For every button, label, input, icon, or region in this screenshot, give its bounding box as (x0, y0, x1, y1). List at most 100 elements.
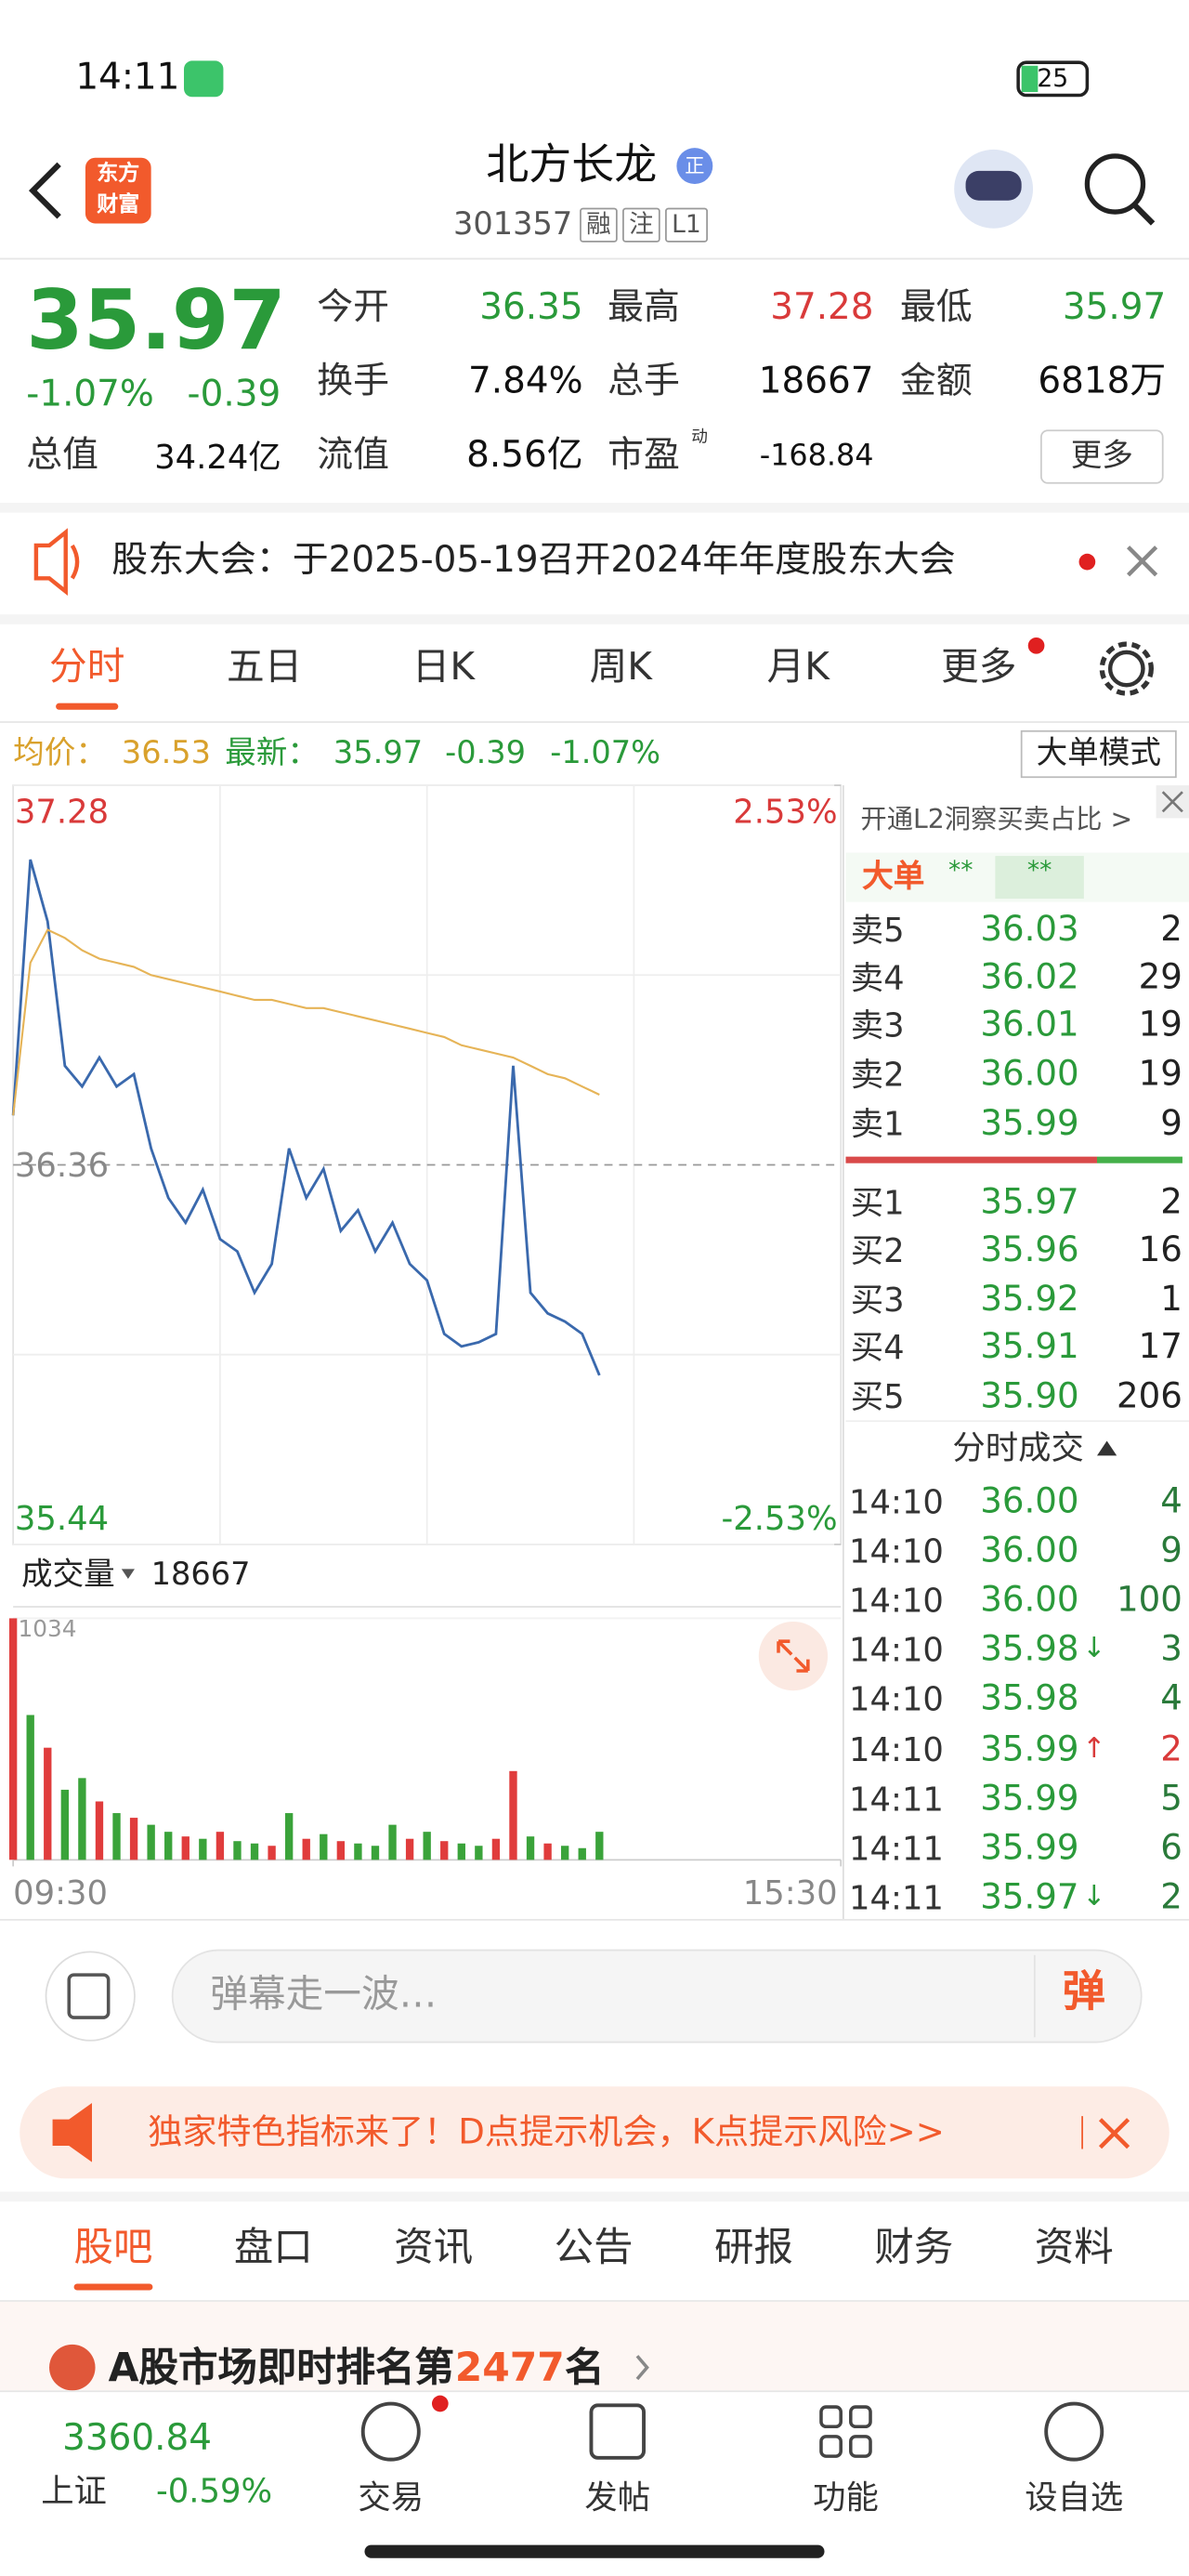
y-tick-label: 35.44 (14, 1498, 110, 1538)
banner-bg[interactable] (20, 2086, 1169, 2179)
stock-tag: 融 (580, 207, 618, 243)
volume-bar (354, 1843, 362, 1860)
volume-bar (44, 1747, 52, 1860)
big-order-value: ** (947, 855, 973, 886)
trade-volume: 5 (1160, 1778, 1182, 1818)
quote-value: 6818万 (1038, 361, 1167, 403)
volume-bar (112, 1813, 121, 1860)
book-volume: 19 (1138, 1054, 1182, 1094)
y2-tick-label: -2.53% (721, 1498, 838, 1538)
search-icon[interactable] (1084, 153, 1146, 215)
comment-input[interactable] (171, 1949, 1143, 2044)
banner-text[interactable]: 独家特色指标来了！D点提示机会，K点提示风险>> (148, 2111, 945, 2152)
volume-bar (509, 1770, 517, 1860)
expand-arrows (777, 1639, 810, 1673)
index-name: 上证 (41, 2471, 107, 2511)
chart-tab[interactable]: 月K (766, 646, 830, 690)
bottom-tab[interactable]: 盘口 (233, 2224, 313, 2271)
banner-close[interactable] (1098, 2118, 1130, 2149)
list-button[interactable] (45, 1951, 136, 2042)
nav-item[interactable]: 功能 (813, 2477, 879, 2517)
post-icon[interactable] (589, 2403, 646, 2460)
trade-price: 35.99 (980, 1827, 1079, 1867)
trade-volume: 3 (1160, 1629, 1182, 1669)
settings-icon[interactable] (1107, 650, 1145, 688)
volume-bar (8, 1618, 18, 1860)
bottom-tab[interactable]: 研报 (714, 2224, 793, 2271)
bottom-tab[interactable]: 资讯 (394, 2224, 474, 2271)
l2-promo[interactable]: 开通L2洞察买卖占比 > (860, 803, 1133, 835)
close-icon[interactable] (1127, 545, 1158, 577)
badge-bg (676, 148, 713, 185)
trade-price: 35.98 (980, 1678, 1079, 1719)
chart-tab[interactable]: 周K (589, 646, 652, 690)
battery (1016, 60, 1090, 98)
more-button[interactable]: 更多 (1070, 438, 1133, 475)
list-icon (67, 1973, 111, 2019)
x-tick-label: 09:30 (13, 1873, 109, 1912)
quote-label: 流值 (317, 435, 390, 477)
status-icon (184, 60, 224, 98)
volume-bar (457, 1843, 465, 1860)
watch-icon[interactable] (1044, 2401, 1104, 2462)
quote-value: 35.97 (1062, 287, 1167, 329)
quote-label: 总值 (26, 435, 99, 477)
book-label: 卖1 (850, 1104, 905, 1144)
status-time: 14:11 (75, 57, 180, 99)
back-icon[interactable] (28, 162, 61, 219)
book-volume: 206 (1117, 1375, 1182, 1416)
func-icon[interactable] (819, 2405, 843, 2429)
nav-item[interactable]: 发帖 (584, 2477, 651, 2517)
panel-divider (842, 785, 844, 1919)
latest-value: 35.97 (333, 735, 424, 772)
chart-tab[interactable]: 日K (412, 646, 476, 690)
volume-bar (423, 1832, 431, 1860)
notice-dot (1078, 553, 1096, 571)
comment-placeholder[interactable]: 弹幕走一波… (210, 1974, 438, 2017)
l2-close-icon (1161, 791, 1183, 813)
divider (0, 2390, 1189, 2393)
book-label: 卖4 (850, 957, 905, 998)
bottom-tab[interactable]: 股吧 (73, 2224, 153, 2271)
volume-bar (164, 1832, 173, 1860)
big-order-box (995, 856, 1084, 900)
notice-text[interactable]: 股东大会：于2025-05-19召开2024年年度股东大会 (111, 540, 956, 582)
trades-title[interactable]: 分时成交 (952, 1427, 1084, 1467)
logo[interactable] (85, 157, 151, 224)
trade-price: 35.98 (980, 1629, 1079, 1669)
trade-time: 14:10 (849, 1728, 944, 1769)
quote-label: 市盈 (608, 435, 680, 477)
more-button[interactable] (1040, 429, 1164, 484)
chart-tab[interactable]: 五日 (226, 646, 303, 690)
book-label: 卖5 (850, 910, 905, 950)
rank-arrow[interactable] (635, 2355, 649, 2381)
func-icon (819, 2435, 843, 2458)
mode-button[interactable] (1020, 729, 1177, 779)
stock-tag: L1 (665, 207, 708, 243)
volume-bar (268, 1846, 276, 1860)
nav-item[interactable]: 设自选 (1025, 2477, 1124, 2517)
index-change: -0.59% (155, 2471, 273, 2511)
trade-time: 14:11 (849, 1828, 944, 1868)
home-indicator (364, 2544, 825, 2558)
trade-icon[interactable] (360, 2401, 421, 2462)
quote-label: 最高 (608, 287, 680, 329)
latest-change: -0.39 (445, 735, 527, 772)
trade-dot (431, 2395, 449, 2412)
bottom-tab[interactable]: 资料 (1034, 2224, 1114, 2271)
index-value[interactable]: 3360.84 (62, 2418, 213, 2460)
chart-tab[interactable]: 更多 (941, 646, 1017, 690)
quote-value: 34.24亿 (154, 437, 281, 477)
chart-tab[interactable]: 分时 (49, 646, 125, 690)
volume-bar (250, 1843, 259, 1860)
nav-item[interactable]: 交易 (358, 2477, 425, 2517)
comment-button[interactable]: 弹 (1062, 1968, 1105, 2018)
expand-icon[interactable] (758, 1621, 829, 1691)
volume-bar (440, 1841, 449, 1860)
settings-teeth (1099, 641, 1154, 696)
mode-button[interactable]: 大单模式 (1036, 735, 1161, 772)
bottom-tab[interactable]: 财务 (874, 2224, 954, 2271)
rank-suffix: 名 (565, 2344, 605, 2391)
bottom-tab[interactable]: 公告 (554, 2224, 634, 2271)
